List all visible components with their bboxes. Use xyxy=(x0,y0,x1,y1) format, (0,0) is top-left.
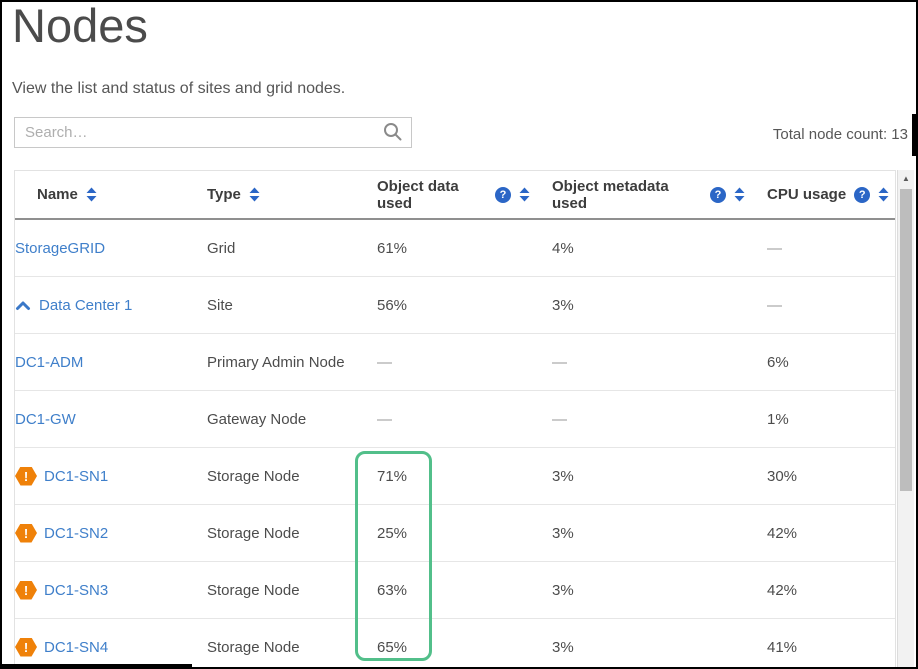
node-link[interactable]: DC1-SN1 xyxy=(44,467,109,485)
node-type: Storage Node xyxy=(207,638,300,656)
search-icon xyxy=(383,122,402,144)
object-data-used: 71% xyxy=(377,467,408,485)
table-row: ! DC1-SN2 Storage Node 25% 3% 42% xyxy=(15,505,895,562)
warning-icon: ! xyxy=(15,466,37,486)
node-type: Storage Node xyxy=(207,467,300,485)
node-name-cell: ! DC1-SN1 xyxy=(15,466,185,486)
help-icon[interactable]: ? xyxy=(854,186,871,203)
table-row: ! DC1-SN1 Storage Node 71% 3% 30% xyxy=(15,448,895,505)
sort-icon[interactable] xyxy=(519,187,530,202)
object-metadata-used: 3% xyxy=(552,581,574,599)
vertical-scrollbar[interactable]: ▲ xyxy=(897,170,914,667)
node-link[interactable]: StorageGRID xyxy=(15,239,106,257)
scrollbar-thumb[interactable] xyxy=(900,189,912,491)
node-link[interactable]: DC1-SN4 xyxy=(44,638,109,656)
object-data-used: 56% xyxy=(377,296,408,314)
table-row: ! DC1-SN3 Storage Node 63% 3% 42% xyxy=(15,562,895,619)
node-type: Site xyxy=(207,296,233,314)
table-header-row: Name Type Object data used? Object metadata… xyxy=(15,171,895,220)
column-header-label: Name xyxy=(37,186,78,203)
node-name-cell: ! DC1-SN3 xyxy=(15,580,185,600)
page-subtitle: View the list and status of sites and gr… xyxy=(12,80,346,97)
object-metadata-used: — xyxy=(552,353,567,371)
warning-icon: ! xyxy=(15,523,37,543)
column-header-object-data-used: Object data used? xyxy=(355,178,530,212)
node-type: Storage Node xyxy=(207,581,300,599)
node-name-cell: StorageGRID xyxy=(15,240,185,257)
node-name-cell: ! DC1-SN2 xyxy=(15,523,185,543)
table-row: StorageGRID Grid 61% 4% — xyxy=(15,220,895,277)
sort-icon[interactable] xyxy=(86,187,97,202)
node-type: Gateway Node xyxy=(207,410,307,428)
object-metadata-used: — xyxy=(552,410,567,428)
cpu-usage: 6% xyxy=(767,353,789,371)
node-name-cell: ! DC1-SN4 xyxy=(15,637,185,657)
node-type: Grid xyxy=(207,239,236,257)
search-box xyxy=(14,117,412,148)
help-icon[interactable]: ? xyxy=(710,186,726,203)
object-data-used: — xyxy=(377,410,392,428)
object-metadata-used: 3% xyxy=(552,638,574,656)
column-header-object-metadata-used: Object metadata used? xyxy=(530,178,745,212)
column-header-name: Name xyxy=(15,186,185,203)
cpu-usage: 41% xyxy=(767,638,798,656)
node-type: Storage Node xyxy=(207,524,300,542)
node-link[interactable]: DC1-ADM xyxy=(15,353,84,371)
total-node-count: Total node count: 13 xyxy=(772,126,908,143)
column-header-label: CPU usage xyxy=(767,186,847,203)
node-name-cell: Data Center 1 xyxy=(15,297,185,314)
node-type: Primary Admin Node xyxy=(207,353,345,371)
search-input[interactable] xyxy=(15,118,373,147)
object-data-used: — xyxy=(377,353,392,371)
cpu-usage: — xyxy=(767,296,782,314)
object-metadata-used: 3% xyxy=(552,296,574,314)
object-metadata-used: 3% xyxy=(552,467,574,485)
cpu-usage: — xyxy=(767,239,782,257)
table-row: ! DC1-SN4 Storage Node 65% 3% 41% xyxy=(15,619,895,667)
right-edge-mark xyxy=(912,114,916,156)
table-body: StorageGRID Grid 61% 4% — Data Center 1 Site 56… xyxy=(15,220,895,667)
object-data-used: 25% xyxy=(377,524,408,542)
table-row: DC1-ADM Primary Admin Node — — 6% xyxy=(15,334,895,391)
node-link[interactable]: DC1-SN2 xyxy=(44,524,109,542)
cpu-usage: 42% xyxy=(767,524,798,542)
node-link[interactable]: Data Center 1 xyxy=(39,296,133,314)
search-button[interactable] xyxy=(373,118,411,147)
nodes-table: Name Type Object data used? Object metadata… xyxy=(14,170,896,667)
column-header-label: Object data used xyxy=(377,177,459,212)
bottom-edge-bar xyxy=(2,664,192,667)
page-title: Nodes xyxy=(12,0,148,52)
table-row: DC1-GW Gateway Node — — 1% xyxy=(15,391,895,448)
object-data-used: 61% xyxy=(377,239,408,257)
sort-icon[interactable] xyxy=(878,187,889,202)
object-data-used: 65% xyxy=(377,638,408,656)
object-metadata-used: 3% xyxy=(552,524,574,542)
sort-icon[interactable] xyxy=(734,187,745,202)
column-header-label: Type xyxy=(207,186,241,203)
sort-icon[interactable] xyxy=(249,187,260,202)
node-name-cell: DC1-ADM xyxy=(15,354,185,371)
column-header-label: Object metadata used xyxy=(552,177,669,212)
column-header-cpu-usage: CPU usage? xyxy=(745,186,895,203)
cpu-usage: 30% xyxy=(767,467,798,485)
column-header-type: Type xyxy=(185,186,355,203)
scrollbar-up-arrow-icon[interactable]: ▲ xyxy=(902,174,910,183)
node-link[interactable]: DC1-GW xyxy=(15,410,76,428)
cpu-usage: 42% xyxy=(767,581,798,599)
object-data-used: 63% xyxy=(377,581,408,599)
cpu-usage: 1% xyxy=(767,410,789,428)
table-row: Data Center 1 Site 56% 3% — xyxy=(15,277,895,334)
node-name-cell: DC1-GW xyxy=(15,411,185,428)
help-icon[interactable]: ? xyxy=(495,186,511,203)
warning-icon: ! xyxy=(15,580,37,600)
node-link[interactable]: DC1-SN3 xyxy=(44,581,109,599)
warning-icon: ! xyxy=(15,637,37,657)
object-metadata-used: 4% xyxy=(552,239,574,257)
chevron-up-icon[interactable] xyxy=(15,300,31,311)
